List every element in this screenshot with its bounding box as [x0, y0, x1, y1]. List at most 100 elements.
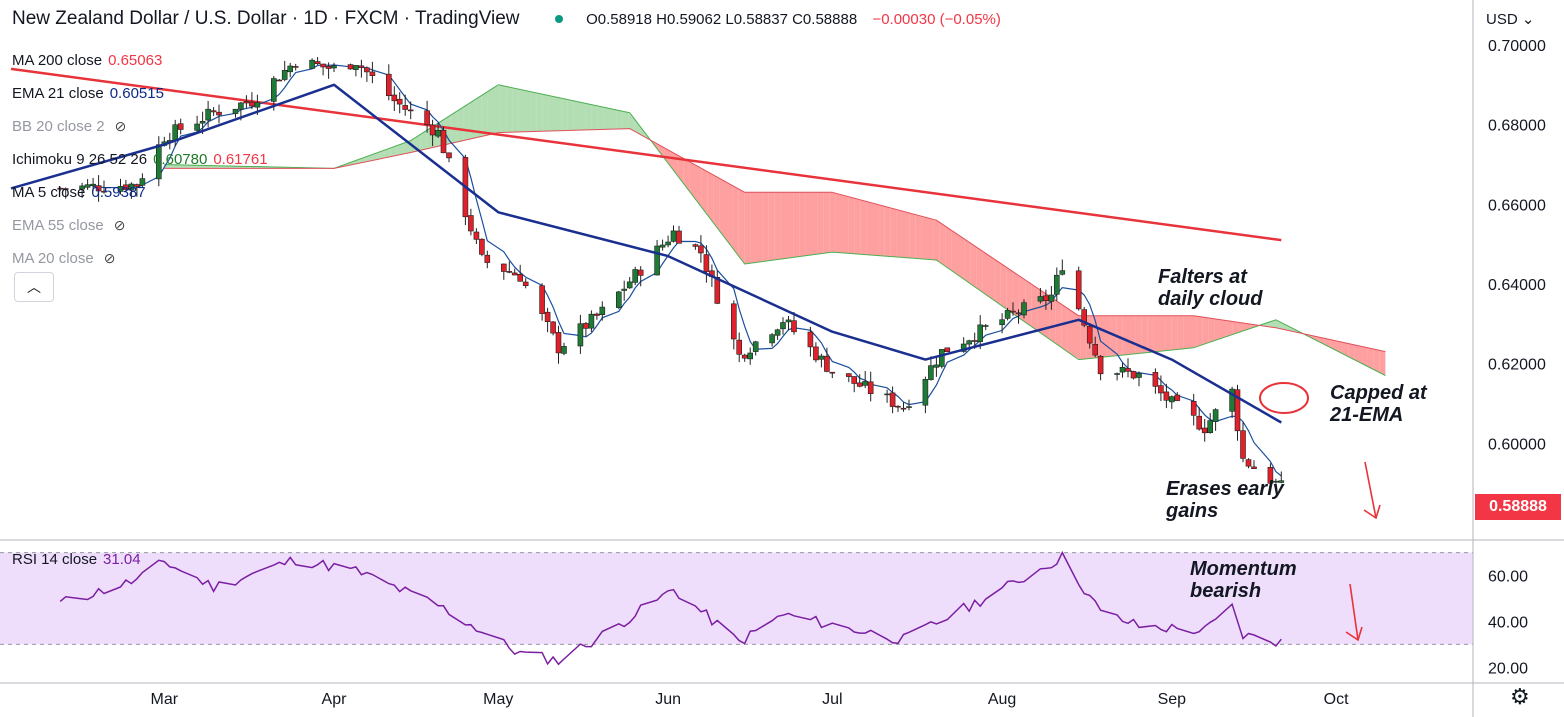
legend-ma200[interactable]: MA 200 close 0.65063	[12, 44, 268, 77]
candle-bearish[interactable]	[851, 376, 858, 384]
gear-icon[interactable]: ⚙	[1510, 684, 1530, 709]
candle-bullish[interactable]	[785, 319, 792, 323]
candle-bearish[interactable]	[1097, 355, 1104, 375]
candle-bullish[interactable]	[254, 102, 261, 108]
candle-bearish[interactable]	[944, 347, 951, 352]
candle-bullish[interactable]	[906, 406, 912, 408]
candle-bearish[interactable]	[364, 67, 370, 73]
candle-bearish[interactable]	[1015, 312, 1022, 315]
candle-bullish[interactable]	[1048, 294, 1055, 302]
legend-ema55[interactable]: EMA 55 close ⊘	[12, 209, 268, 242]
candle-bearish[interactable]	[429, 124, 436, 136]
candle-bullish[interactable]	[670, 230, 677, 242]
candle-bullish[interactable]	[928, 365, 934, 380]
candle-bearish[interactable]	[407, 109, 414, 112]
candle-bearish[interactable]	[555, 332, 562, 354]
rsi-legend[interactable]: RSI 14 close 31.04	[12, 551, 141, 568]
candle-bearish[interactable]	[583, 323, 589, 329]
candle-bullish[interactable]	[922, 378, 929, 406]
candle-bearish[interactable]	[1043, 295, 1049, 301]
candle-bullish[interactable]	[982, 325, 989, 327]
candle-bullish[interactable]	[331, 65, 337, 69]
candle-bearish[interactable]	[101, 190, 107, 193]
candle-bullish[interactable]	[588, 313, 595, 329]
candle-bearish[interactable]	[385, 73, 392, 96]
candle-bullish[interactable]	[999, 319, 1005, 326]
candle-bearish[interactable]	[1081, 309, 1087, 326]
candle-bearish[interactable]	[468, 215, 474, 232]
candle-bearish[interactable]	[1251, 466, 1257, 469]
candle-bearish[interactable]	[813, 346, 819, 361]
candle-bearish[interactable]	[57, 187, 64, 190]
candle-bearish[interactable]	[867, 381, 874, 394]
candle-bearish[interactable]	[473, 231, 480, 240]
candle-bullish[interactable]	[654, 245, 660, 276]
currency-selector[interactable]: USD ⌄	[1486, 10, 1534, 28]
candle-bearish[interactable]	[971, 340, 978, 342]
candle-bearish[interactable]	[177, 123, 184, 130]
candle-bearish[interactable]	[396, 98, 403, 105]
candle-bullish[interactable]	[561, 346, 567, 354]
candle-bearish[interactable]	[900, 407, 907, 410]
candle-bullish[interactable]	[1037, 296, 1044, 302]
collapse-legend-button[interactable]: ︿	[14, 272, 54, 302]
candle-bearish[interactable]	[95, 185, 102, 192]
candle-bullish[interactable]	[1054, 274, 1060, 295]
candle-bearish[interactable]	[479, 238, 485, 255]
candle-bearish[interactable]	[517, 273, 524, 282]
candle-bearish[interactable]	[276, 79, 283, 82]
candle-bullish[interactable]	[1278, 480, 1285, 483]
candle-bearish[interactable]	[1190, 400, 1197, 416]
candle-bullish[interactable]	[309, 59, 315, 69]
candle-bullish[interactable]	[933, 364, 940, 368]
candle-bearish[interactable]	[1245, 459, 1252, 467]
candle-bearish[interactable]	[539, 285, 545, 314]
candle-bearish[interactable]	[637, 269, 644, 276]
candle-bearish[interactable]	[216, 111, 222, 116]
candle-bearish[interactable]	[1174, 394, 1181, 401]
candle-bullish[interactable]	[90, 183, 96, 187]
candle-bearish[interactable]	[1086, 325, 1093, 344]
candle-bearish[interactable]	[594, 313, 600, 316]
candle-bullish[interactable]	[599, 306, 606, 316]
candle-bearish[interactable]	[369, 71, 376, 77]
candle-bearish[interactable]	[292, 66, 299, 68]
candle-bullish[interactable]	[1207, 420, 1213, 434]
candle-bullish[interactable]	[665, 241, 671, 246]
candle-bearish[interactable]	[314, 61, 321, 65]
candle-bullish[interactable]	[659, 244, 666, 248]
candle-bearish[interactable]	[845, 373, 852, 377]
candle-bullish[interactable]	[139, 178, 146, 186]
legend-ma20[interactable]: MA 20 close ⊘	[12, 242, 268, 275]
candle-bullish[interactable]	[1119, 366, 1126, 373]
legend-ma5[interactable]: MA 5 close 0.59387	[12, 176, 268, 209]
candle-bearish[interactable]	[741, 354, 748, 359]
candle-bearish[interactable]	[210, 110, 217, 113]
candle-bearish[interactable]	[698, 245, 704, 254]
candle-bullish[interactable]	[977, 324, 984, 342]
candle-bullish[interactable]	[287, 65, 294, 73]
candle-bearish[interactable]	[391, 94, 398, 102]
candle-bullish[interactable]	[1273, 480, 1279, 483]
candle-bearish[interactable]	[358, 65, 365, 68]
candle-bearish[interactable]	[249, 101, 255, 107]
candle-bullish[interactable]	[156, 144, 162, 180]
candle-bullish[interactable]	[270, 78, 277, 102]
candle-bearish[interactable]	[424, 110, 430, 125]
candle-bullish[interactable]	[199, 121, 206, 124]
candle-bullish[interactable]	[238, 102, 244, 110]
candle-bearish[interactable]	[736, 339, 743, 355]
candle-bearish[interactable]	[320, 63, 326, 68]
candle-bearish[interactable]	[62, 188, 69, 190]
candle-bullish[interactable]	[117, 186, 124, 192]
candle-bearish[interactable]	[1267, 466, 1274, 484]
candle-bullish[interactable]	[79, 185, 85, 190]
eye-hidden-icon[interactable]: ⊘	[113, 217, 126, 233]
candle-bullish[interactable]	[1114, 373, 1120, 375]
candle-bearish[interactable]	[1092, 343, 1098, 356]
candle-bearish[interactable]	[1130, 371, 1137, 379]
candle-bearish[interactable]	[506, 271, 513, 273]
candle-bearish[interactable]	[856, 382, 863, 387]
candle-bullish[interactable]	[747, 352, 754, 360]
